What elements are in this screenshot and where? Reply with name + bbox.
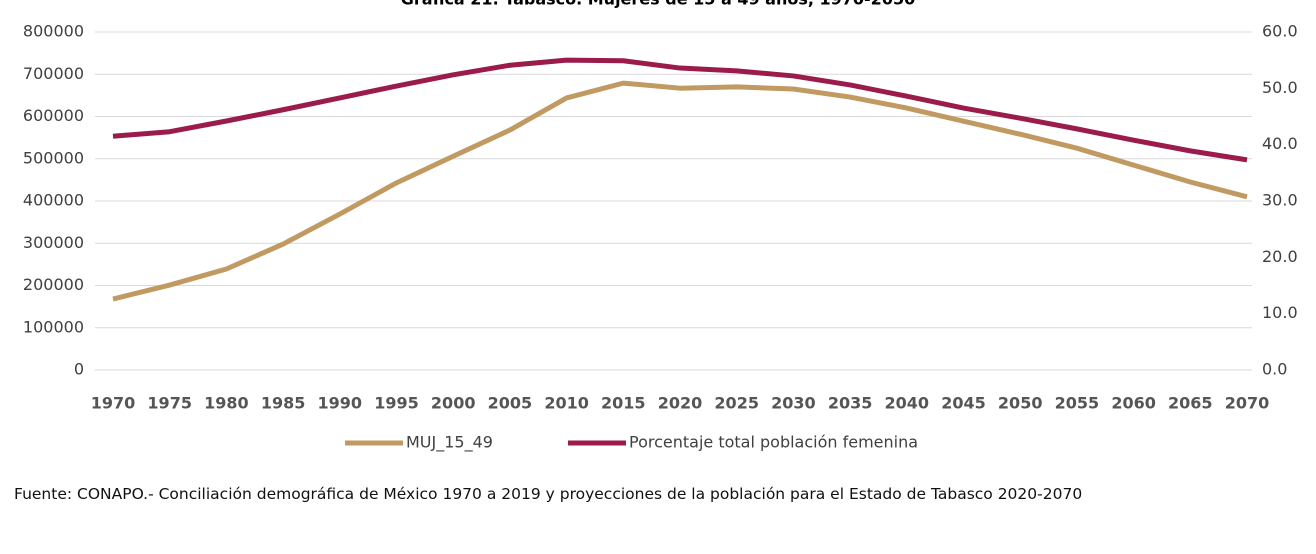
y2-tick-label: 20.0 (1262, 247, 1298, 266)
x-tick-label: 2000 (431, 394, 476, 413)
y2-tick-label: 0.0 (1262, 360, 1287, 379)
y2-tick-label: 60.0 (1262, 22, 1298, 41)
chart-title: Gráfica 21. Tabasco. Mujeres de 15 a 49 … (401, 0, 915, 9)
x-tick-label: 2010 (544, 394, 589, 413)
x-tick-label: 1980 (204, 394, 249, 413)
y-tick-label: 0 (74, 360, 84, 379)
x-tick-label: 2040 (885, 394, 930, 413)
x-tick-label: 1970 (91, 394, 136, 413)
series-line (112, 80, 1248, 302)
x-tick-label: 1995 (374, 394, 419, 413)
x-tick-label: 1985 (261, 394, 306, 413)
x-tick-label: 2035 (828, 394, 873, 413)
y-tick-label: 600000 (23, 106, 84, 125)
chart: Gráfica 21. Tabasco. Mujeres de 15 a 49 … (23, 0, 1298, 453)
x-tick-label: 2020 (658, 394, 703, 413)
y-tick-label: 700000 (23, 64, 84, 83)
x-tick-label: 2025 (714, 394, 759, 413)
x-tick-label: 1990 (318, 394, 363, 413)
legend-label: Porcentaje total población femenina (629, 433, 918, 452)
y2-tick-label: 40.0 (1262, 134, 1298, 153)
y-tick-label: 100000 (23, 317, 84, 336)
legend-label: MUJ_15_49 (406, 433, 493, 453)
y-tick-label: 300000 (23, 233, 84, 252)
series-line (112, 57, 1248, 163)
x-tick-label: 2055 (1055, 394, 1100, 413)
source-note: Fuente: CONAPO.- Conciliación demográfic… (14, 485, 1083, 503)
x-tick-label: 1975 (147, 394, 192, 413)
y2-tick-label: 30.0 (1262, 191, 1298, 210)
y2-tick-label: 10.0 (1262, 303, 1298, 322)
y-tick-label: 400000 (23, 191, 84, 210)
y-tick-label: 500000 (23, 148, 84, 167)
x-tick-label: 2070 (1225, 394, 1270, 413)
x-tick-label: 2005 (488, 394, 533, 413)
x-tick-label: 2065 (1168, 394, 1213, 413)
x-tick-label: 2030 (771, 394, 816, 413)
x-tick-label: 2060 (1111, 394, 1156, 413)
x-tick-label: 2045 (941, 394, 986, 413)
x-tick-label: 2050 (998, 394, 1043, 413)
y-tick-label: 200000 (23, 275, 84, 294)
y-tick-label: 800000 (23, 22, 84, 41)
y2-tick-label: 50.0 (1262, 78, 1298, 97)
x-tick-label: 2015 (601, 394, 646, 413)
